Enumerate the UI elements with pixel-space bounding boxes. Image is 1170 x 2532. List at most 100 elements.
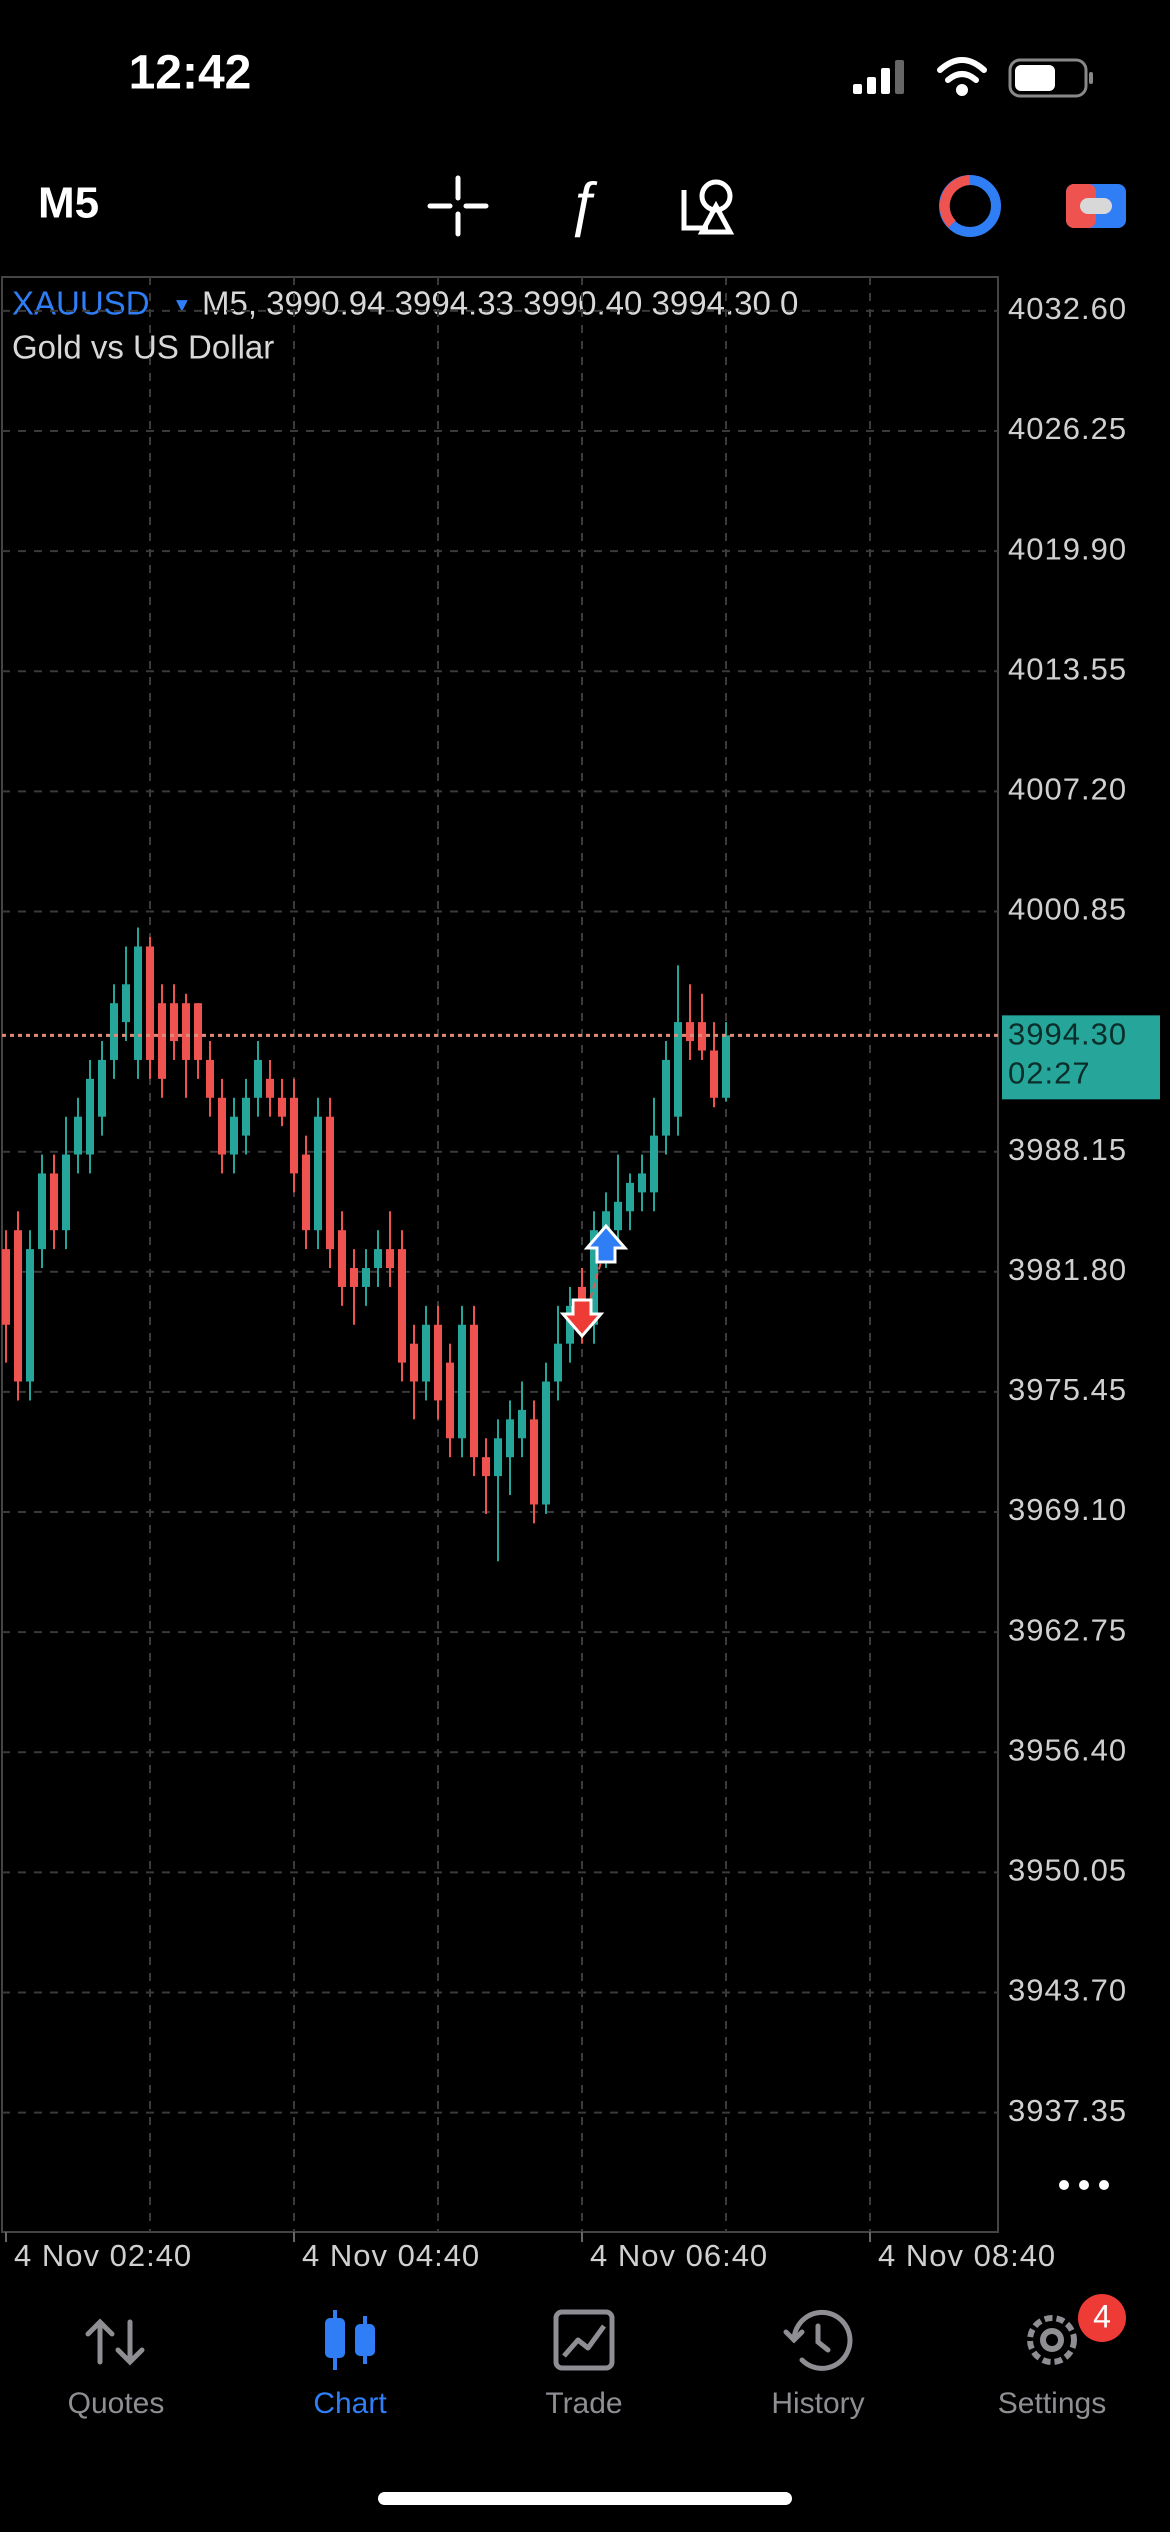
- y-tick-label: 3969.10: [1008, 1492, 1127, 1527]
- candle-body: [542, 1381, 550, 1505]
- candle-body: [458, 1324, 466, 1439]
- candle-body: [494, 1438, 502, 1477]
- last-price-box: [1002, 1015, 1160, 1100]
- candle-body: [74, 1116, 82, 1155]
- candle-body: [626, 1182, 634, 1212]
- candle-body: [302, 1154, 310, 1231]
- candle-body: [506, 1419, 514, 1458]
- indicators-button[interactable]: ƒ: [566, 170, 599, 237]
- home-indicator: [378, 2492, 792, 2505]
- y-tick-label: 3950.05: [1008, 1853, 1127, 1888]
- candle-body: [278, 1097, 286, 1117]
- x-tick-label: 4 Nov 04:40: [302, 2238, 480, 2273]
- y-tick-label: 4019.90: [1008, 531, 1127, 566]
- candle-body: [374, 1249, 382, 1269]
- candle-body: [566, 1305, 574, 1344]
- candle-body: [98, 1059, 106, 1117]
- candle-body: [110, 1003, 118, 1060]
- candle-body: [122, 984, 130, 1023]
- candle-body: [470, 1324, 478, 1458]
- candle-body: [386, 1249, 394, 1269]
- trade-timer-button[interactable]: [939, 175, 1001, 237]
- candle-body: [698, 1022, 706, 1051]
- symbol-name[interactable]: XAUUSD: [12, 285, 150, 322]
- y-tick-label: 3956.40: [1008, 1732, 1127, 1767]
- candle-body: [518, 1409, 526, 1439]
- y-tick-label: 3937.35: [1008, 2093, 1127, 2128]
- candle-body: [638, 1173, 646, 1193]
- candle-body: [158, 1003, 166, 1079]
- settings-badge: [1078, 2294, 1126, 2342]
- status-time: 12:42: [129, 47, 252, 100]
- candle-body: [50, 1173, 58, 1231]
- candle-body: [38, 1173, 46, 1250]
- tab-label[interactable]: Chart: [313, 2387, 387, 2420]
- one-click-button[interactable]: [1066, 184, 1126, 228]
- candle-body: [530, 1419, 538, 1505]
- candle-body: [446, 1362, 454, 1439]
- candle-body: [2, 1249, 10, 1325]
- tab-label[interactable]: Settings: [998, 2387, 1106, 2420]
- last-price-label: 3994.30: [1008, 1017, 1127, 1052]
- candle-body: [722, 1035, 730, 1098]
- battery-icon: [1008, 58, 1093, 98]
- candle-body: [350, 1268, 358, 1287]
- buy-arrow: [583, 1223, 629, 1264]
- more-button[interactable]: [1059, 2180, 1109, 2190]
- bar-countdown: 02:27: [1008, 1056, 1091, 1091]
- candle-body: [218, 1097, 226, 1155]
- candle-body: [422, 1324, 430, 1382]
- y-tick-label: 3962.75: [1008, 1612, 1127, 1647]
- candle-body: [26, 1249, 34, 1382]
- candle-body: [182, 1003, 190, 1060]
- settings-icon: [1027, 2315, 1077, 2365]
- symbol-dropdown[interactable]: ▼: [172, 294, 192, 316]
- candle-body: [554, 1343, 562, 1382]
- candle-body: [314, 1116, 322, 1231]
- signal-icon: [853, 60, 904, 94]
- candle-body: [482, 1457, 490, 1477]
- x-tick-label: 4 Nov 06:40: [590, 2238, 768, 2273]
- chart: XAUUSD ▼ M5, 3990.94 3994.33 3990.40 399…: [1, 276, 1160, 2273]
- objects-button[interactable]: [681, 179, 735, 235]
- candle-body: [398, 1249, 406, 1363]
- candle-body: [86, 1078, 94, 1155]
- tab-label[interactable]: Trade: [545, 2387, 622, 2420]
- candle-body: [134, 946, 142, 1060]
- candle-body: [290, 1097, 298, 1174]
- y-tick-label: 3943.70: [1008, 1973, 1127, 2008]
- tab-label[interactable]: Quotes: [68, 2387, 165, 2420]
- tab-label[interactable]: History: [771, 2387, 864, 2420]
- candle-body: [674, 1022, 682, 1117]
- candle-body: [14, 1230, 22, 1382]
- y-tick-label: 4000.85: [1008, 892, 1127, 927]
- candle-body: [650, 1135, 658, 1193]
- candle-body: [590, 1230, 598, 1325]
- symbol-description: Gold vs US Dollar: [12, 329, 274, 366]
- candle-body: [230, 1116, 238, 1155]
- candle-body: [242, 1097, 250, 1136]
- symbol-info: M5, 3990.94 3994.33 3990.40 3994.30 0: [202, 285, 798, 322]
- x-tick-label: 4 Nov 08:40: [878, 2238, 1056, 2273]
- candle-body: [194, 1003, 202, 1060]
- candle-body: [146, 946, 154, 1060]
- trade-icon: [553, 2309, 615, 2371]
- wifi-icon: [937, 57, 987, 96]
- y-tick-label: 4013.55: [1008, 651, 1127, 686]
- y-tick-label: 4007.20: [1008, 772, 1127, 807]
- candle-body: [338, 1230, 346, 1287]
- quotes-icon: [85, 2318, 145, 2366]
- crosshair-button[interactable]: [427, 175, 489, 237]
- chart-icon: [325, 2310, 375, 2370]
- candle-body: [686, 1022, 694, 1042]
- candle-body: [170, 1003, 178, 1042]
- timeframe-button[interactable]: M5: [38, 179, 99, 228]
- candle-body: [662, 1059, 670, 1136]
- candle-body: [62, 1154, 70, 1231]
- candle-body: [326, 1116, 334, 1250]
- candle-body: [434, 1324, 442, 1401]
- candle-body: [206, 1059, 214, 1098]
- y-tick-label: 4032.60: [1008, 291, 1127, 326]
